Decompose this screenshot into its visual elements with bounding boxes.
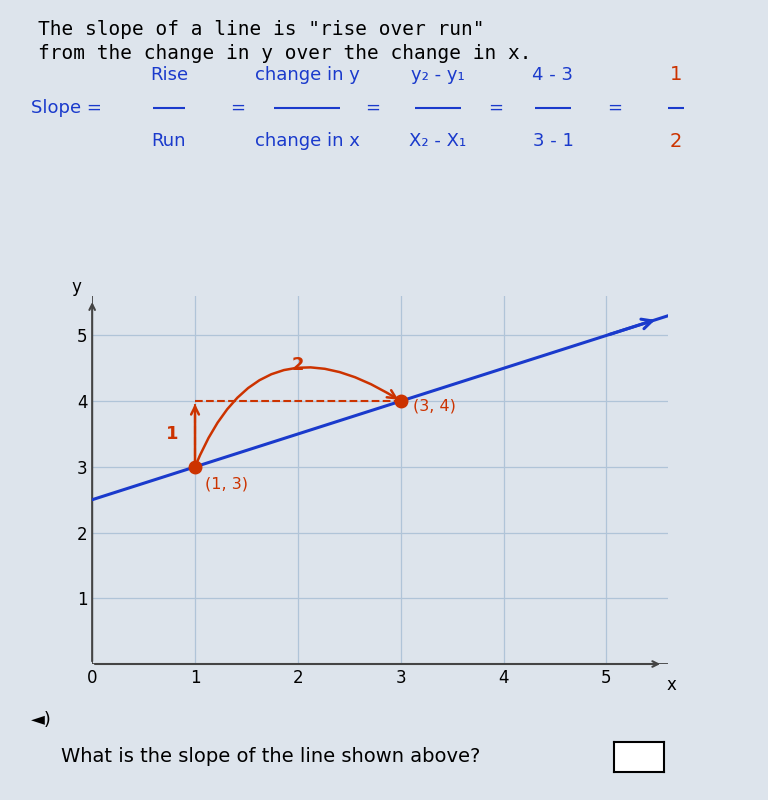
- Text: Rise: Rise: [150, 66, 188, 84]
- Text: 2: 2: [670, 132, 682, 151]
- Text: (3, 4): (3, 4): [413, 399, 456, 414]
- Text: Run: Run: [152, 132, 186, 150]
- Text: ◄): ◄): [31, 711, 51, 729]
- Text: 3 - 1: 3 - 1: [532, 132, 574, 150]
- Text: X₂ - X₁: X₂ - X₁: [409, 132, 466, 150]
- Text: change in x: change in x: [255, 132, 359, 150]
- Text: =: =: [607, 99, 622, 117]
- Text: 1: 1: [166, 425, 179, 443]
- Text: The slope of a line is "rise over run": The slope of a line is "rise over run": [38, 20, 485, 39]
- Text: y: y: [71, 278, 81, 296]
- Text: What is the slope of the line shown above?: What is the slope of the line shown abov…: [61, 746, 481, 766]
- Text: from the change in y over the change in x.: from the change in y over the change in …: [38, 44, 532, 63]
- Text: =: =: [488, 99, 503, 117]
- Text: =: =: [230, 99, 246, 117]
- Text: (1, 3): (1, 3): [205, 477, 248, 492]
- Text: =: =: [365, 99, 380, 117]
- Text: x: x: [666, 676, 676, 694]
- Text: y₂ - y₁: y₂ - y₁: [411, 66, 465, 84]
- Text: 4 - 3: 4 - 3: [532, 66, 574, 84]
- Text: Slope =: Slope =: [31, 99, 101, 117]
- Text: change in y: change in y: [255, 66, 359, 84]
- Text: 1: 1: [670, 65, 682, 84]
- Text: 2: 2: [292, 356, 304, 374]
- FancyArrowPatch shape: [196, 367, 396, 464]
